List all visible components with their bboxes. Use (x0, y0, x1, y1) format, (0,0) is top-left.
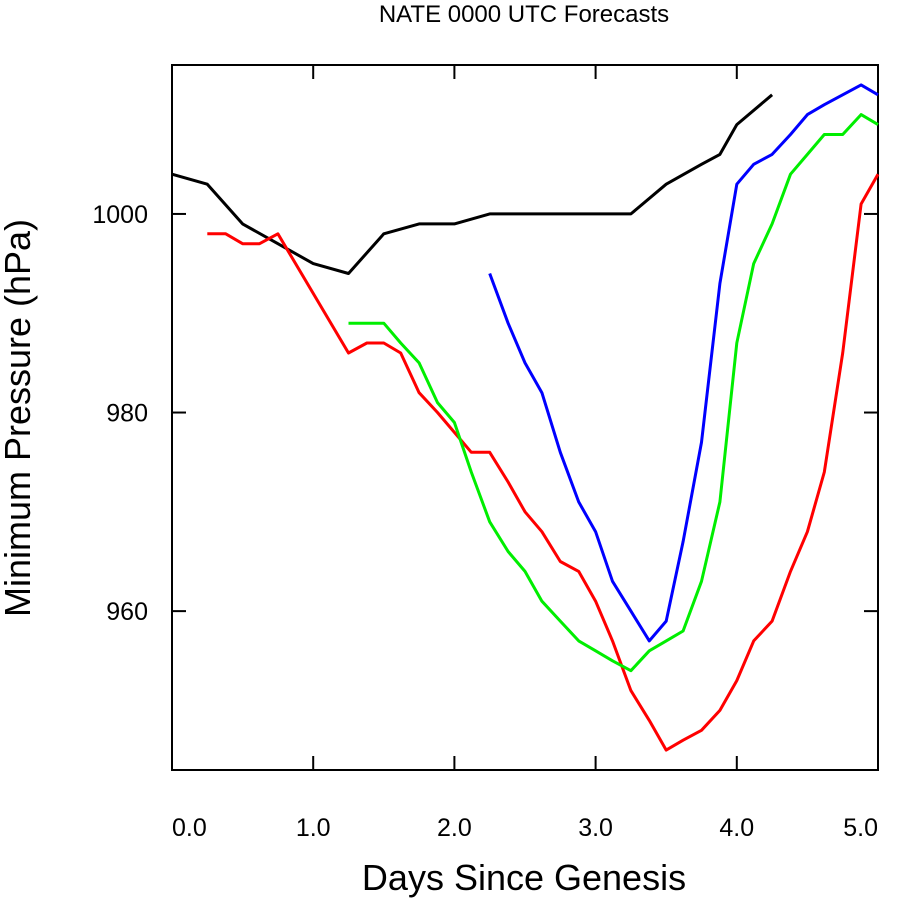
y-axis-label: Minimum Pressure (hPa) (0, 219, 38, 617)
x-tick-labels: 0.0 1.0 2.0 3.0 4.0 5.0 (172, 814, 878, 842)
series-line-1 (171, 93, 774, 275)
y-tick-labels: 960 980 1000 (92, 201, 148, 626)
x-tick-label: 3.0 (578, 814, 613, 842)
x-tick-label: 2.0 (437, 814, 472, 842)
series-line-2 (207, 173, 880, 752)
y-tick-label: 960 (106, 598, 148, 626)
y-tick-label: 1000 (92, 201, 148, 229)
x-axis-label: Days Since Genesis (362, 857, 686, 898)
y-tick-label: 980 (106, 400, 148, 428)
forecast-lines (171, 83, 880, 752)
chart-title: NATE 0000 UTC Forecasts (379, 1, 669, 28)
x-tick-label: 4.0 (719, 814, 754, 842)
x-tick-label: 5.0 (843, 814, 878, 842)
x-tick-label: 1.0 (296, 814, 331, 842)
series-line-4 (488, 83, 879, 643)
series-line-3 (348, 113, 879, 673)
axis-ticks (171, 65, 879, 770)
x-tick-label: 0.0 (172, 814, 207, 842)
plot-frame (171, 64, 879, 771)
